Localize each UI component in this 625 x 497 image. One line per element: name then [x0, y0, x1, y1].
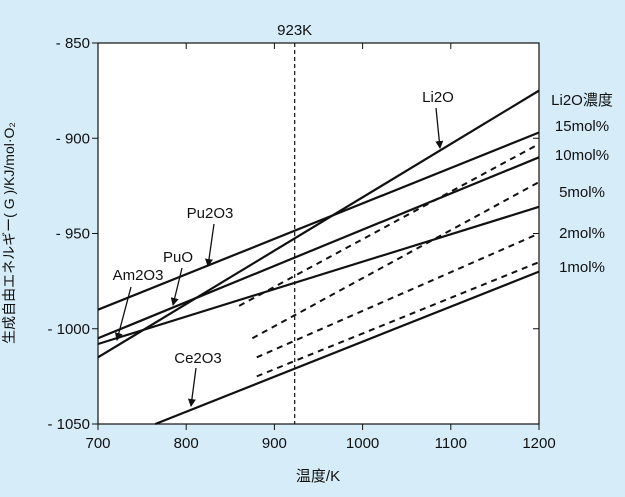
- y-axis-title: 生成自由エネルギー( G )/KJ/mol·O₂: [1, 122, 17, 344]
- series-line-2mol: [256, 232, 540, 359]
- x-tick-label-1100: 1100: [435, 435, 467, 452]
- plot-area: [97, 42, 540, 425]
- annotation-arrow-li2o: [435, 107, 444, 149]
- series-line-1mol: [256, 261, 540, 378]
- right-label-1mol: 1mol%: [559, 259, 605, 276]
- x-axis-title: 温度/K: [296, 468, 340, 485]
- y-tick-label-850: - 850: [56, 35, 90, 52]
- series-group: [97, 89, 540, 426]
- series-line-15mol: [238, 143, 540, 307]
- series-line-pu2o3: [97, 131, 540, 311]
- right-label-5mol: 5mol%: [559, 184, 605, 201]
- x-tick-label-900: 900: [262, 435, 287, 452]
- x-tick-label-1000: 1000: [346, 435, 379, 452]
- reference-line-label: 923K: [277, 22, 312, 39]
- x-tick-label-1200: 1200: [522, 435, 555, 452]
- annotation-label-li2o: Li2O: [422, 89, 454, 106]
- right-label-2mol: 2mol%: [559, 225, 605, 242]
- annotation-label-puo: PuO: [163, 249, 193, 266]
- y-tick-label-1000: - 1000: [47, 321, 90, 338]
- annotation-label-ce2o3: Ce2O3: [174, 350, 222, 367]
- series-line-am2o3: [97, 205, 540, 346]
- y-tick-label-950: - 950: [56, 226, 90, 243]
- x-tick-label-700: 700: [85, 435, 110, 452]
- annotation-label-am2o3: Am2O3: [113, 267, 164, 284]
- x-tick-label-800: 800: [174, 435, 199, 452]
- right-label-15mol: 15mol%: [555, 118, 609, 135]
- annotation-arrow-ce2o3: [187, 367, 197, 407]
- annotation-arrow-am2o3: [114, 286, 132, 341]
- reference-line-group: 923K: [277, 22, 312, 424]
- y-tick-label-1050: - 1050: [47, 416, 90, 433]
- y-axis-ticks: - 850 - 900 - 950 - 1000 - 1050: [47, 35, 539, 433]
- annotation-arrow-puo: [170, 267, 183, 306]
- annotation-arrow-pu2o3: [205, 223, 215, 267]
- right-labels-group: Li2O濃度 15mol% 10mol% 5mol% 2mol% 1mol%: [551, 92, 613, 276]
- right-label-10mol: 10mol%: [555, 147, 609, 164]
- y-tick-label-900: - 900: [56, 130, 90, 147]
- right-label-title: Li2O濃度: [551, 92, 613, 109]
- x-axis-ticks: 700 800 900 1000 1100 1200: [85, 43, 556, 452]
- series-line-ce2o3: [154, 270, 540, 426]
- annotation-label-pu2o3: Pu2O3: [187, 205, 234, 222]
- series-line-puo: [97, 156, 540, 340]
- series-line-li2o: [97, 89, 540, 359]
